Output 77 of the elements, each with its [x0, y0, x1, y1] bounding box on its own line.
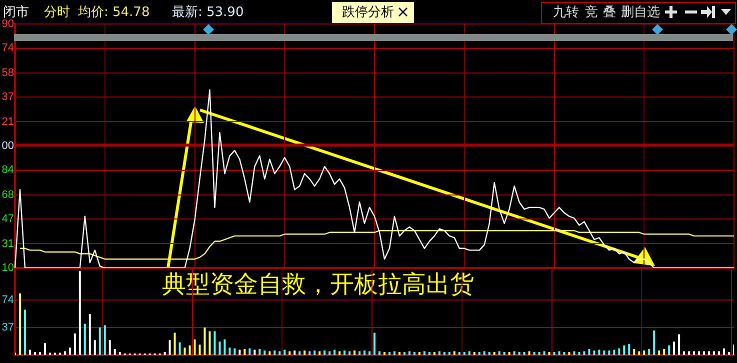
bar — [178, 342, 181, 355]
bar — [453, 351, 456, 355]
bar — [298, 351, 301, 355]
bar — [463, 352, 466, 355]
text: 均价: 54.78 — [78, 5, 150, 21]
bar — [603, 350, 606, 355]
text: 31 — [0, 236, 14, 251]
bar — [218, 342, 221, 355]
bar — [683, 351, 686, 355]
bar — [528, 351, 530, 355]
bar — [284, 350, 286, 355]
bar — [503, 352, 506, 355]
bar — [324, 350, 326, 355]
bar — [633, 349, 636, 355]
bar — [653, 330, 656, 355]
bar — [563, 352, 566, 355]
bar — [358, 351, 361, 355]
bar — [628, 344, 630, 355]
text: 闭市 — [3, 5, 29, 20]
text: 21 — [0, 114, 14, 129]
bar — [28, 350, 31, 355]
text: 竞 — [585, 5, 598, 21]
bar — [88, 314, 91, 355]
bar — [413, 352, 416, 355]
text: 68 — [0, 188, 14, 202]
bar — [388, 352, 390, 355]
bar — [308, 351, 311, 355]
bar — [104, 325, 106, 355]
bar — [643, 350, 646, 355]
bar — [64, 351, 66, 355]
bar — [364, 350, 366, 355]
text: 叠 — [603, 5, 616, 21]
text: 删自选 — [621, 5, 660, 21]
bar — [208, 331, 211, 355]
bar — [274, 350, 276, 355]
bar — [268, 351, 271, 355]
text: 58 — [0, 66, 14, 80]
bar — [538, 352, 540, 355]
bar — [258, 349, 261, 355]
bar — [184, 348, 186, 355]
bar — [668, 345, 670, 355]
text: 90 — [0, 18, 14, 31]
bar — [478, 352, 480, 355]
bar — [438, 351, 440, 355]
bar — [693, 351, 696, 355]
bar — [568, 352, 570, 355]
bar — [513, 351, 516, 355]
bar — [118, 352, 121, 355]
bar — [244, 349, 246, 355]
bar — [488, 352, 490, 355]
text: 00 — [0, 139, 14, 153]
text: 最新: 53.90 — [172, 5, 244, 21]
bar — [708, 351, 710, 355]
bar — [423, 351, 426, 355]
bar — [718, 351, 720, 355]
bar — [543, 351, 546, 355]
bar — [618, 348, 620, 355]
bar — [94, 340, 96, 355]
bar — [578, 352, 580, 355]
bar — [593, 350, 596, 355]
bar — [348, 351, 351, 355]
bar — [78, 271, 81, 355]
text: 84 — [0, 163, 14, 178]
bar — [658, 350, 660, 355]
bar — [168, 340, 171, 355]
text: 九转 — [553, 5, 579, 21]
text: 10 — [0, 261, 14, 275]
bar — [38, 352, 41, 355]
text: 分时 — [44, 5, 70, 21]
bar — [234, 348, 236, 355]
text: 跌停分析 — [342, 5, 394, 21]
bar — [334, 350, 336, 355]
text: 47 — [0, 212, 14, 226]
bar — [374, 332, 376, 355]
bar — [723, 348, 726, 355]
bar — [448, 352, 450, 355]
bar — [398, 352, 400, 355]
